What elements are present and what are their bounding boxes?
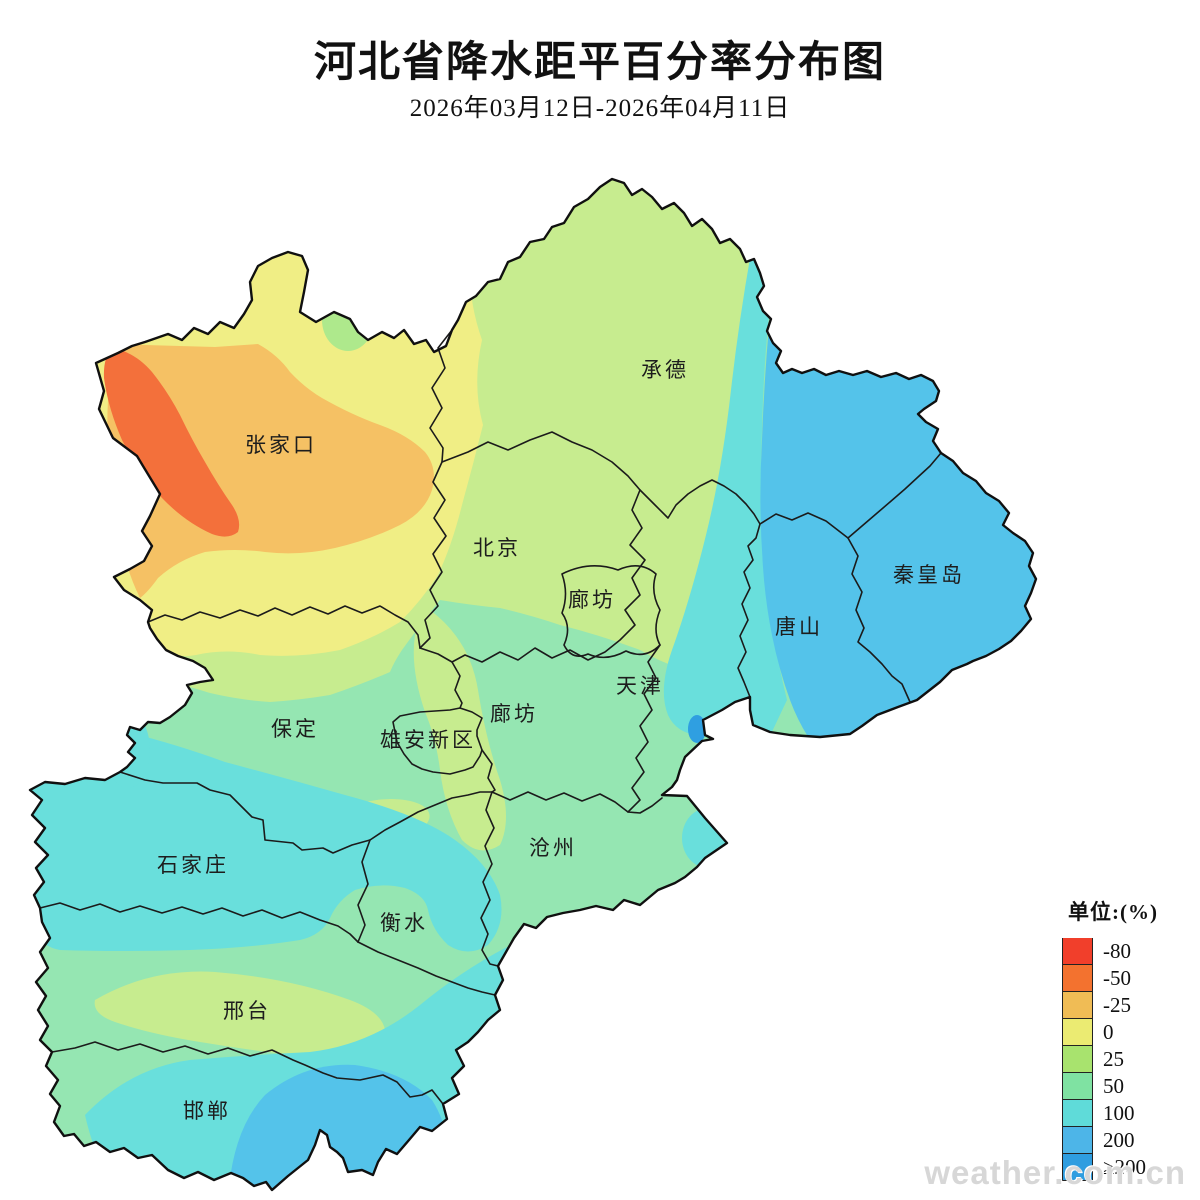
city-label-xingtai: 邢台	[223, 999, 271, 1023]
contour-band-cyan-northeast	[663, 225, 787, 736]
border-zhangjiakou-east	[419, 329, 453, 649]
border-shijiazhuang-hengshui	[357, 839, 371, 943]
city-labels: 张家口 承德 北京 廊坊 秦皇岛 唐山 天津 廊坊 雄安新区 保定 石家庄 沧州…	[157, 358, 965, 1123]
city-label-tianjin: 天津	[616, 674, 664, 698]
legend-label-minus50: -50	[1103, 966, 1131, 990]
legend-label-100: 100	[1103, 1101, 1135, 1125]
city-label-shijiazhuang: 石家庄	[157, 853, 229, 877]
contour-spot-deepblue-tianjin-coast	[688, 715, 706, 743]
border-tianjin-tangshan	[737, 523, 761, 698]
province-outline	[28, 177, 1038, 1192]
contour-patch-yellowgreen-cangzhou	[787, 836, 869, 940]
city-label-xiongan: 雄安新区	[380, 728, 476, 752]
legend-swatch-minus50	[1062, 965, 1093, 992]
contour-spot-green-zhangjiakou	[322, 289, 374, 351]
city-label-hengshui: 衡水	[380, 911, 428, 935]
contour-band-cyan-shijiazhuang	[30, 727, 502, 952]
city-label-baoding: 保定	[271, 717, 319, 741]
city-borders	[39, 329, 942, 1105]
legend-row: 25	[1062, 1046, 1192, 1073]
border-xiongan-outline	[392, 707, 483, 775]
contour-band-yellowgreen-xiongan-tongue	[413, 610, 506, 851]
border-xingtai-handan	[51, 1041, 444, 1105]
city-label-cangzhou: 沧州	[529, 836, 577, 860]
city-label-chengde: 承德	[641, 358, 689, 382]
legend-swatch-25	[1062, 1046, 1093, 1073]
border-langfang-north-enclave	[561, 565, 661, 659]
legend-row: 0	[1062, 1019, 1192, 1046]
page-title: 河北省降水距平百分率分布图	[313, 40, 886, 86]
city-label-beijing: 北京	[473, 536, 521, 560]
city-label-tangshan: 唐山	[775, 615, 823, 639]
legend-row: 100	[1062, 1100, 1192, 1127]
legend-row: -25	[1062, 992, 1192, 1019]
contour-spot-cyan-cangzhou-coast	[682, 808, 734, 868]
border-tangshan-qinhuangdao	[847, 537, 911, 703]
legend-label-0: 0	[1103, 1020, 1114, 1044]
watermark: weather.com.cn	[924, 1154, 1186, 1191]
legend-label-25: 25	[1103, 1047, 1124, 1071]
city-label-langfang-north: 廊坊	[568, 588, 616, 612]
legend-row: -50	[1062, 965, 1192, 992]
contour-band-red-zhangjiakou-west	[103, 348, 240, 537]
legend-label-minus80: -80	[1103, 939, 1131, 963]
border-tianjin-west	[627, 644, 663, 814]
contour-band-orange-zhangjiakou	[107, 344, 434, 598]
legend-label-50: 50	[1103, 1074, 1124, 1098]
legend-swatch-0	[1062, 1019, 1093, 1046]
border-cangzhou-west	[480, 749, 499, 967]
border-baoding-langfang	[451, 661, 463, 709]
border-langfang-cangzhou	[491, 791, 629, 813]
legend: 单位:(%) -80 -50 -25 0 25 50 100	[1062, 896, 1192, 1181]
legend-row: 200	[1062, 1127, 1192, 1154]
contour-patch-yellowgreen-xingtai	[94, 971, 386, 1059]
contour-band-blue-east	[760, 179, 1036, 820]
city-label-langfang-south: 廊坊	[490, 702, 538, 726]
legend-row: ≥200	[1062, 1154, 1192, 1181]
legend-swatch-200	[1062, 1127, 1093, 1154]
border-baoding-south	[119, 771, 493, 854]
legend-label-minus25: -25	[1103, 993, 1131, 1017]
date-range: 2026年03月12日-2026年04月11日	[409, 95, 791, 122]
legend-swatch-minus25	[1062, 992, 1093, 1019]
border-zhangjiakou-baoding	[147, 605, 421, 649]
city-label-handan: 邯郸	[183, 1099, 231, 1123]
contour-fill-layer	[30, 179, 1036, 1190]
legend-swatch-minus80	[1062, 938, 1093, 965]
city-label-zhangjiakou: 张家口	[245, 433, 317, 457]
legend-row: -80	[1062, 938, 1192, 965]
city-label-qinhuangdao: 秦皇岛	[893, 563, 965, 587]
legend-title: 单位:(%)	[1068, 900, 1158, 924]
legend-label-200: 200	[1103, 1128, 1135, 1152]
legend-swatch-100	[1062, 1100, 1093, 1127]
border-hengshui-south	[357, 941, 496, 996]
legend-swatch-ge200	[1062, 1154, 1093, 1181]
legend-row: 50	[1062, 1073, 1192, 1100]
border-chengde-qinhuangdao	[847, 452, 942, 539]
border-chengde-south	[441, 431, 849, 539]
legend-label-ge200: ≥200	[1103, 1155, 1147, 1179]
border-shijiazhuang-xingtai	[39, 902, 359, 943]
legend-swatch-50	[1062, 1073, 1093, 1100]
